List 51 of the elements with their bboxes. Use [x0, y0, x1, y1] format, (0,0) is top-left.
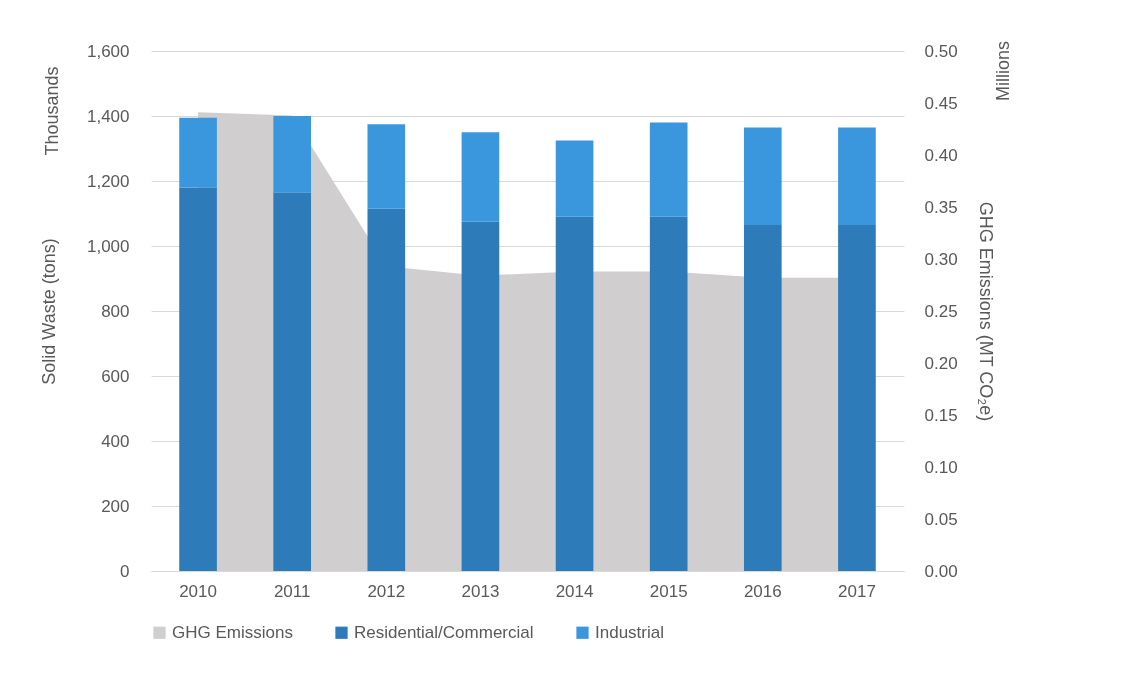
bar — [367, 208, 406, 571]
y-tick-label: 800 — [101, 301, 130, 321]
y2-tick-label: 0.15 — [924, 405, 958, 425]
bar — [461, 132, 500, 222]
bar — [743, 127, 782, 225]
bar — [555, 140, 594, 217]
bar — [649, 122, 688, 217]
x-tick-label: 2017 — [838, 581, 876, 601]
bar — [179, 187, 217, 571]
y2-tick-label: 0.10 — [924, 457, 958, 477]
y-tick-label: 1,400 — [86, 106, 130, 126]
y-tick-label: 1,200 — [86, 171, 130, 191]
bar — [838, 127, 876, 225]
y2-tick-label: 0.50 — [924, 41, 958, 61]
legend-label: Industrial — [595, 622, 664, 642]
x-tick-label: 2010 — [179, 581, 217, 601]
bar — [555, 216, 594, 571]
y-axis-title: Solid Waste (tons) — [38, 238, 59, 385]
bar — [273, 116, 312, 193]
y2-tick-label: 0.05 — [924, 509, 958, 529]
y2-tick-label: 0.20 — [924, 353, 958, 373]
bar — [179, 117, 217, 188]
y2-tick-label: 0.40 — [924, 145, 958, 165]
x-tick-label: 2014 — [555, 581, 594, 601]
y2-tick-label: 0.25 — [924, 301, 958, 321]
text: Thousands — [42, 66, 62, 156]
y2-tick-label: 0.30 — [924, 249, 958, 269]
y2-tick-label: 0.45 — [924, 93, 958, 113]
x-tick-label: 2013 — [461, 581, 500, 601]
y2-tick-label: 0.00 — [924, 561, 958, 581]
bar — [273, 192, 312, 571]
x-tick-label: 2012 — [367, 581, 406, 601]
legend-label: Residential/Commercial — [354, 622, 534, 642]
y2-tick-label: 0.35 — [924, 197, 958, 217]
y-tick-label: 0 — [120, 561, 130, 581]
text: Millions — [993, 40, 1013, 102]
legend-label: GHG Emissions — [172, 622, 293, 642]
y-tick-label: 1,600 — [86, 41, 130, 61]
y-tick-label: 1,000 — [86, 236, 130, 256]
bar — [743, 224, 782, 571]
y-tick-label: 600 — [101, 366, 130, 386]
y-tick-label: 200 — [101, 496, 130, 516]
y2-axis-title: GHG Emissions (MT CO₂e) — [975, 201, 996, 422]
bar — [838, 224, 876, 571]
x-tick-label: 2016 — [743, 581, 782, 601]
bar — [649, 216, 688, 571]
y-tick-label: 400 — [101, 431, 130, 451]
x-tick-label: 2015 — [649, 581, 688, 601]
bar — [461, 221, 500, 571]
bar — [367, 124, 406, 209]
x-tick-label: 2011 — [273, 581, 311, 601]
